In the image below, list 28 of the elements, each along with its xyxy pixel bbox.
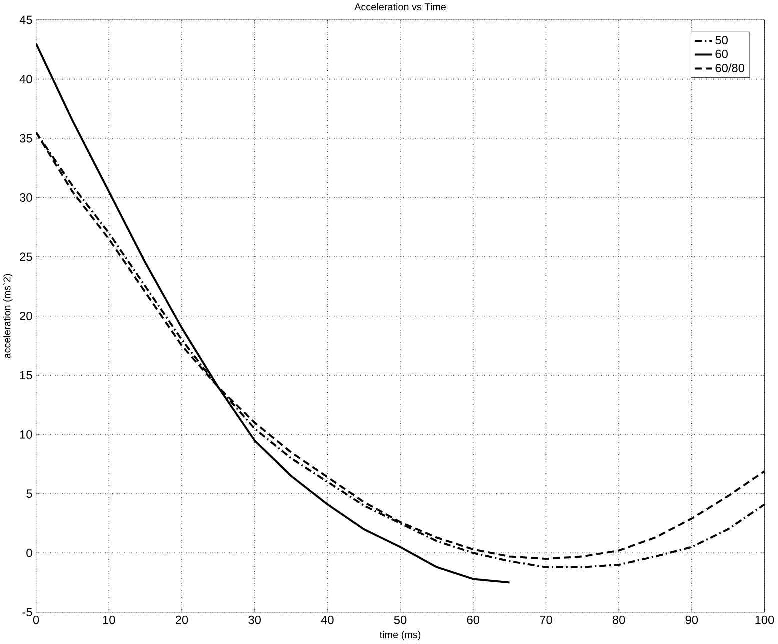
y-tick-label: -5 [22, 608, 32, 617]
y-tick-label: 0 [26, 549, 32, 558]
legend-label: 60 [716, 50, 728, 58]
y-tick-label: 20 [20, 312, 32, 321]
legend-label: 60/80 [716, 64, 745, 73]
x-tick-label: 50 [394, 616, 407, 624]
x-axis-title: time (ms) [380, 631, 421, 641]
x-tick-label: 80 [612, 616, 626, 624]
y-tick-label: 30 [20, 194, 32, 202]
y-tick-label: 35 [20, 134, 32, 143]
y-tick-label: 10 [20, 430, 32, 440]
y-tick-label: 40 [20, 75, 32, 84]
y-tick-label: 5 [26, 490, 32, 498]
y-tick-label: 45 [20, 16, 32, 24]
x-tick-label: 70 [540, 616, 552, 624]
x-tick-label: 10 [103, 616, 116, 624]
y-tick-label: 15 [20, 371, 32, 380]
x-tick-label: 40 [321, 616, 334, 624]
x-tick-label: 0 [33, 616, 40, 624]
x-tick-label: 30 [248, 616, 261, 624]
x-tick-label: 20 [176, 616, 188, 624]
x-tick-label: 90 [686, 616, 698, 624]
legend-label: 50 [716, 36, 728, 45]
x-tick-label: 100 [756, 616, 774, 624]
y-tick-label: 25 [20, 252, 32, 262]
y-axis-title: acceleration (ms`2) [3, 274, 13, 358]
chart-title: Acceleration vs Time [354, 3, 446, 11]
x-tick-label: 60 [467, 616, 480, 624]
